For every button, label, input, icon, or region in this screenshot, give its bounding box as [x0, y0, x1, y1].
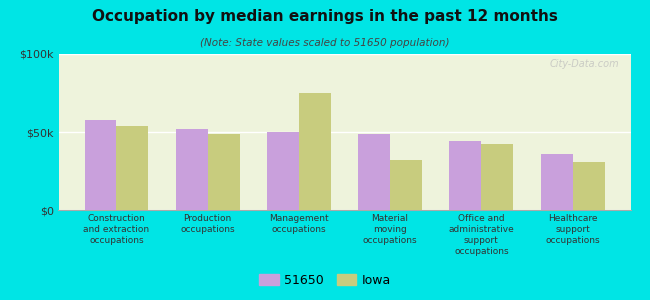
Bar [207, 134, 240, 210]
Bar [482, 145, 514, 210]
Bar [176, 129, 207, 210]
Bar [449, 141, 482, 210]
Bar [573, 162, 604, 210]
Text: City-Data.com: City-Data.com [549, 59, 619, 69]
Bar [541, 154, 573, 210]
Bar [358, 134, 390, 210]
Text: Occupation by median earnings in the past 12 months: Occupation by median earnings in the pas… [92, 9, 558, 24]
Bar [267, 132, 299, 210]
Legend: 51650, Iowa: 51650, Iowa [255, 270, 395, 291]
Bar [116, 126, 148, 210]
Bar [390, 160, 422, 210]
Bar [84, 119, 116, 210]
Text: (Note: State values scaled to 51650 population): (Note: State values scaled to 51650 popu… [200, 38, 450, 47]
Bar [299, 93, 331, 210]
